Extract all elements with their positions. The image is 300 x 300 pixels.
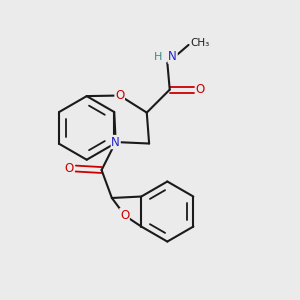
Text: CH₃: CH₃ bbox=[191, 38, 210, 47]
Text: O: O bbox=[64, 162, 74, 175]
Text: N: N bbox=[111, 136, 120, 148]
Text: H: H bbox=[154, 52, 163, 62]
Text: O: O bbox=[196, 83, 205, 96]
Text: O: O bbox=[120, 209, 129, 222]
Text: O: O bbox=[115, 89, 124, 102]
Text: N: N bbox=[168, 50, 177, 63]
